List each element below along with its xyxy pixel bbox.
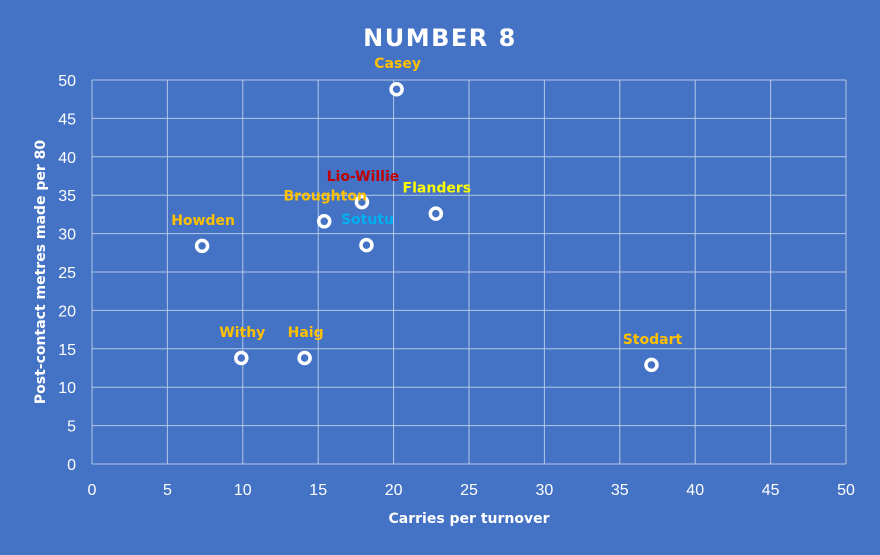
x-tick-label: 15	[309, 482, 327, 499]
y-axis-ticks: 0 5 10 15 20 25 30 35 40 45 50	[58, 73, 76, 474]
x-axis-label: Carries per turnover	[389, 511, 550, 527]
point-label: Broughton	[284, 188, 367, 204]
x-axis-ticks: 0 5 10 15 20 25 30 35 40 45 50	[88, 482, 855, 499]
y-axis-label: Post-contact metres made per 80	[33, 140, 49, 404]
y-tick-label: 15	[58, 342, 76, 359]
point-label: Howden	[171, 213, 235, 229]
gridlines	[91, 79, 847, 465]
scatter-point	[234, 350, 249, 366]
scatter-point	[359, 237, 374, 253]
y-tick-label: 25	[58, 265, 76, 282]
x-tick-label: 40	[686, 482, 704, 499]
x-tick-label: 0	[88, 482, 97, 499]
x-tick-label: 10	[234, 482, 252, 499]
y-tick-label: 10	[58, 380, 76, 397]
point-label: Sotutu	[341, 212, 394, 228]
scatter-point	[297, 350, 312, 366]
scatter-point	[354, 194, 370, 210]
chart-title: NUMBER 8	[363, 24, 517, 52]
point-label: Withy	[219, 325, 265, 341]
x-tick-label: 45	[762, 482, 780, 499]
scatter-point	[428, 206, 444, 221]
x-tick-label: 35	[611, 482, 629, 499]
y-tick-label: 20	[58, 303, 76, 320]
y-tick-label: 5	[67, 419, 76, 436]
x-tick-label: 20	[385, 482, 403, 499]
point-label: Flanders	[403, 181, 472, 197]
x-tick-label: 50	[837, 482, 855, 499]
x-tick-label: 25	[460, 482, 478, 499]
y-tick-label: 40	[58, 150, 76, 167]
scatter-point	[316, 214, 332, 229]
y-tick-label: 45	[58, 111, 76, 128]
x-tick-label: 30	[536, 482, 554, 499]
data-labels: Casey Lio-Willie Broughton Flanders Sotutu Ho…	[171, 56, 682, 348]
point-label: Haig	[288, 325, 324, 341]
scatter-point	[389, 81, 404, 97]
x-tick-label: 5	[163, 482, 172, 499]
y-tick-label: 0	[67, 457, 76, 474]
y-tick-label: 50	[58, 73, 76, 90]
scatter-point	[194, 238, 210, 254]
y-tick-label: 30	[58, 227, 76, 244]
y-tick-label: 35	[58, 188, 76, 205]
scatter-point	[644, 357, 659, 373]
data-points	[194, 81, 659, 373]
point-label: Stodart	[623, 332, 683, 348]
point-label: Lio-Willie	[327, 169, 400, 185]
point-label: Casey	[374, 56, 421, 72]
